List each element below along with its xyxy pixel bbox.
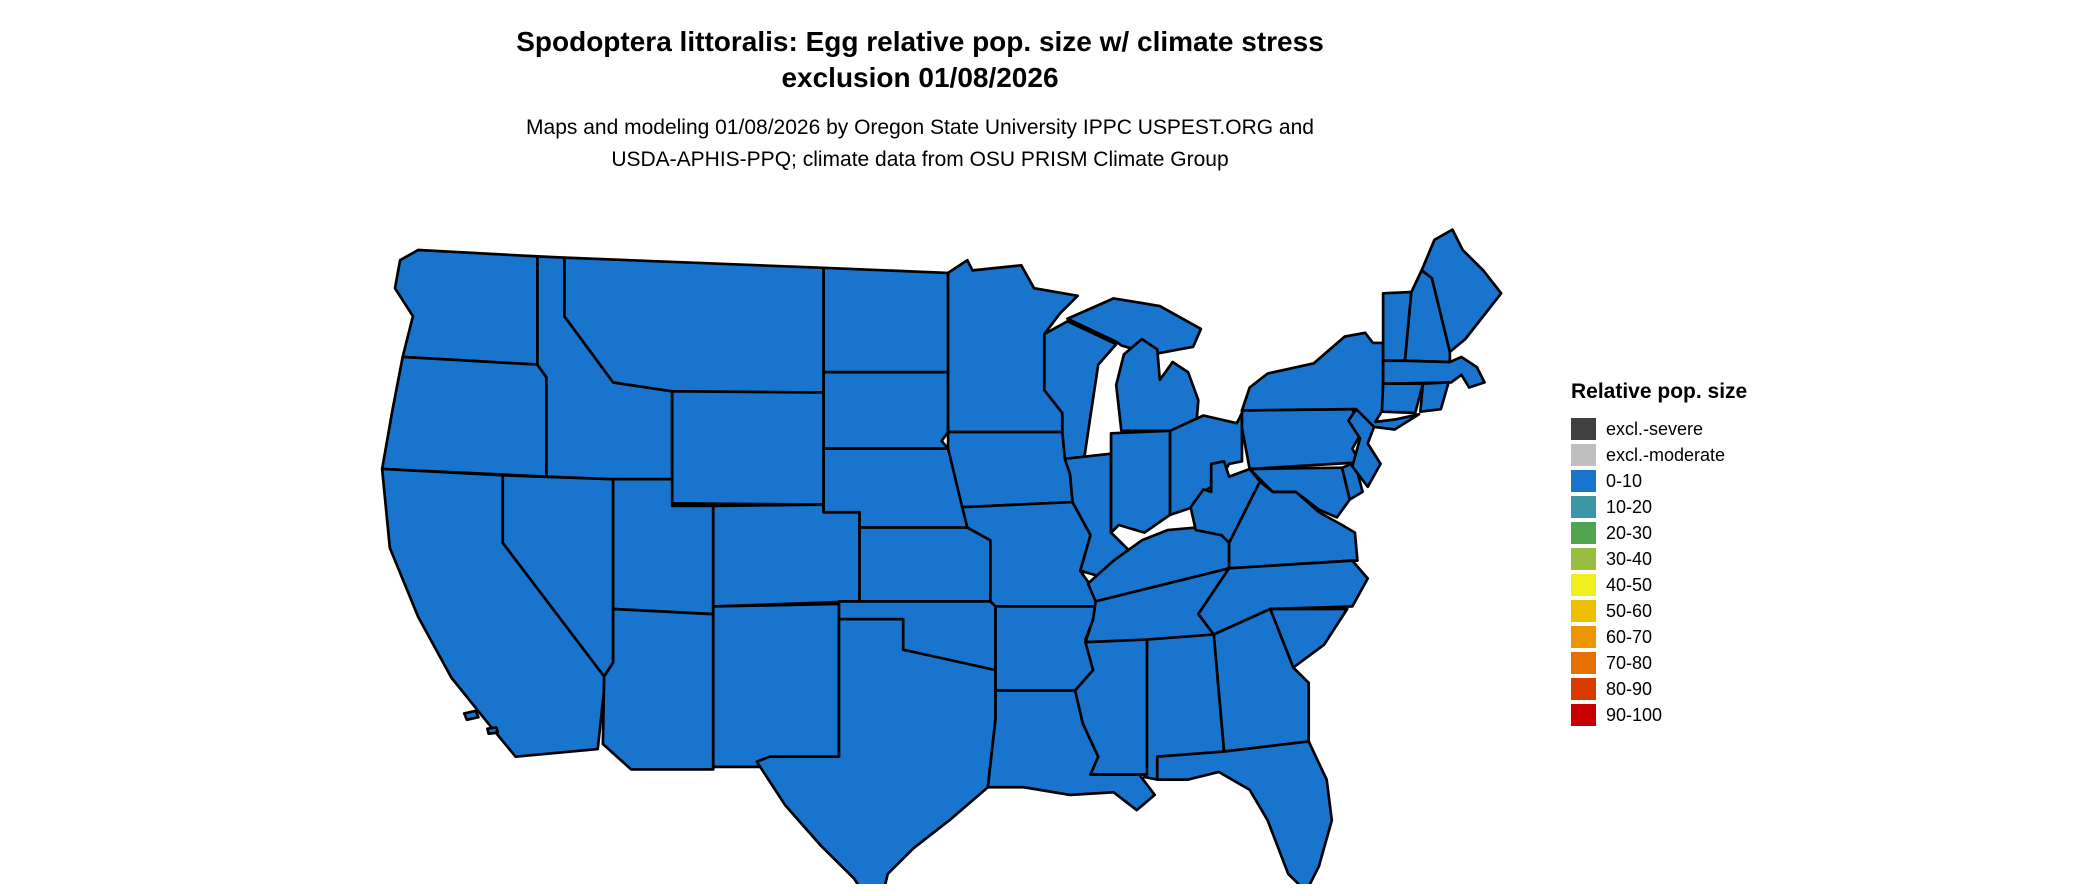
legend-swatch	[1571, 444, 1596, 466]
state-ri	[1419, 381, 1450, 414]
legend-item-excl-severe: excl.-severe	[1571, 416, 1831, 442]
legend-swatch	[1571, 522, 1596, 544]
state-mi-lower	[1114, 337, 1200, 433]
state-oh	[1168, 411, 1244, 517]
state-co	[711, 503, 861, 608]
state-wv	[1189, 460, 1262, 545]
state-tx	[755, 617, 997, 884]
legend-item-label: 80-90	[1606, 679, 1653, 699]
state-nj	[1347, 407, 1382, 489]
legend-item-50-60: 50-60	[1571, 598, 1831, 624]
legend: Relative pop. size excl.-severe excl.-mod…	[1571, 380, 1831, 728]
legend-item-0-10: 0-10	[1571, 468, 1831, 494]
state-nd	[822, 266, 950, 374]
state-az	[601, 607, 715, 771]
legend-item-60-70: 60-70	[1571, 624, 1831, 650]
legend-item-70-80: 70-80	[1571, 650, 1831, 676]
legend-swatch	[1571, 418, 1596, 440]
island-speck	[486, 726, 499, 736]
legend-swatch	[1571, 574, 1596, 596]
legend-swatch	[1571, 600, 1596, 622]
legend-swatch	[1571, 496, 1596, 518]
legend-item-excl-moderate: excl.-moderate	[1571, 442, 1831, 468]
legend-item-30-40: 30-40	[1571, 546, 1831, 572]
legend-item-80-90: 80-90	[1571, 676, 1831, 702]
state-ct	[1380, 382, 1425, 415]
state-ks	[858, 526, 992, 603]
map-title-line2: exclusion 01/08/2026	[781, 61, 1059, 93]
legend-rows: excl.-severe excl.-moderate 0-10 10-20 20-30…	[1571, 416, 1831, 728]
state-sd	[822, 370, 950, 450]
state-fl	[1155, 740, 1334, 884]
legend-item-40-50: 40-50	[1571, 572, 1831, 598]
legend-item-label: 60-70	[1606, 627, 1653, 647]
legend-item-label: excl.-severe	[1606, 419, 1704, 439]
legend-item-label: 0-10	[1606, 471, 1643, 491]
channel-islands	[462, 709, 480, 722]
state-ar	[994, 605, 1100, 692]
states-group	[380, 228, 1503, 884]
legend-item-20-30: 20-30	[1571, 520, 1831, 546]
map-subtitle-line2: USDA-APHIS-PPQ; climate data from OSU PR…	[611, 148, 1229, 172]
state-de	[1340, 461, 1364, 501]
state-wa	[393, 248, 539, 366]
legend-item-label: 30-40	[1606, 549, 1653, 569]
legend-item-90-100: 90-100	[1571, 702, 1831, 728]
state-me	[1420, 228, 1503, 354]
legend-item-label: excl.-moderate	[1606, 445, 1726, 465]
us-map	[300, 222, 1532, 884]
legend-item-label: 40-50	[1606, 575, 1653, 595]
legend-item-label: 50-60	[1606, 601, 1653, 621]
state-or	[380, 355, 548, 478]
legend-item-label: 10-20	[1606, 497, 1653, 517]
map-subtitle: Maps and modeling 01/08/2026 by Oregon S…	[0, 112, 1840, 177]
state-ia	[946, 430, 1074, 509]
header: Spodoptera littoralis: Egg relative pop.…	[0, 24, 1840, 177]
legend-swatch	[1571, 652, 1596, 674]
legend-swatch	[1571, 704, 1596, 726]
legend-item-10-20: 10-20	[1571, 494, 1831, 520]
legend-swatch	[1571, 548, 1596, 570]
state-pa	[1240, 407, 1364, 471]
state-wy	[670, 389, 825, 506]
legend-swatch	[1571, 470, 1596, 492]
legend-item-label: 70-80	[1606, 653, 1653, 673]
legend-item-label: 90-100	[1606, 705, 1663, 725]
state-mi-upper	[1066, 297, 1203, 356]
legend-title: Relative pop. size	[1571, 380, 1748, 403]
legend-item-label: 20-30	[1606, 523, 1653, 543]
map-title-line1: Spodoptera littoralis: Egg relative pop.…	[516, 26, 1324, 57]
state-ms	[1073, 638, 1149, 776]
map-subtitle-line1: Maps and modeling 01/08/2026 by Oregon S…	[526, 115, 1314, 139]
us-map-svg	[380, 228, 1503, 884]
legend-swatch	[1571, 678, 1596, 700]
state-in	[1109, 429, 1172, 534]
state-nm	[711, 602, 841, 769]
legend-swatch	[1571, 626, 1596, 648]
